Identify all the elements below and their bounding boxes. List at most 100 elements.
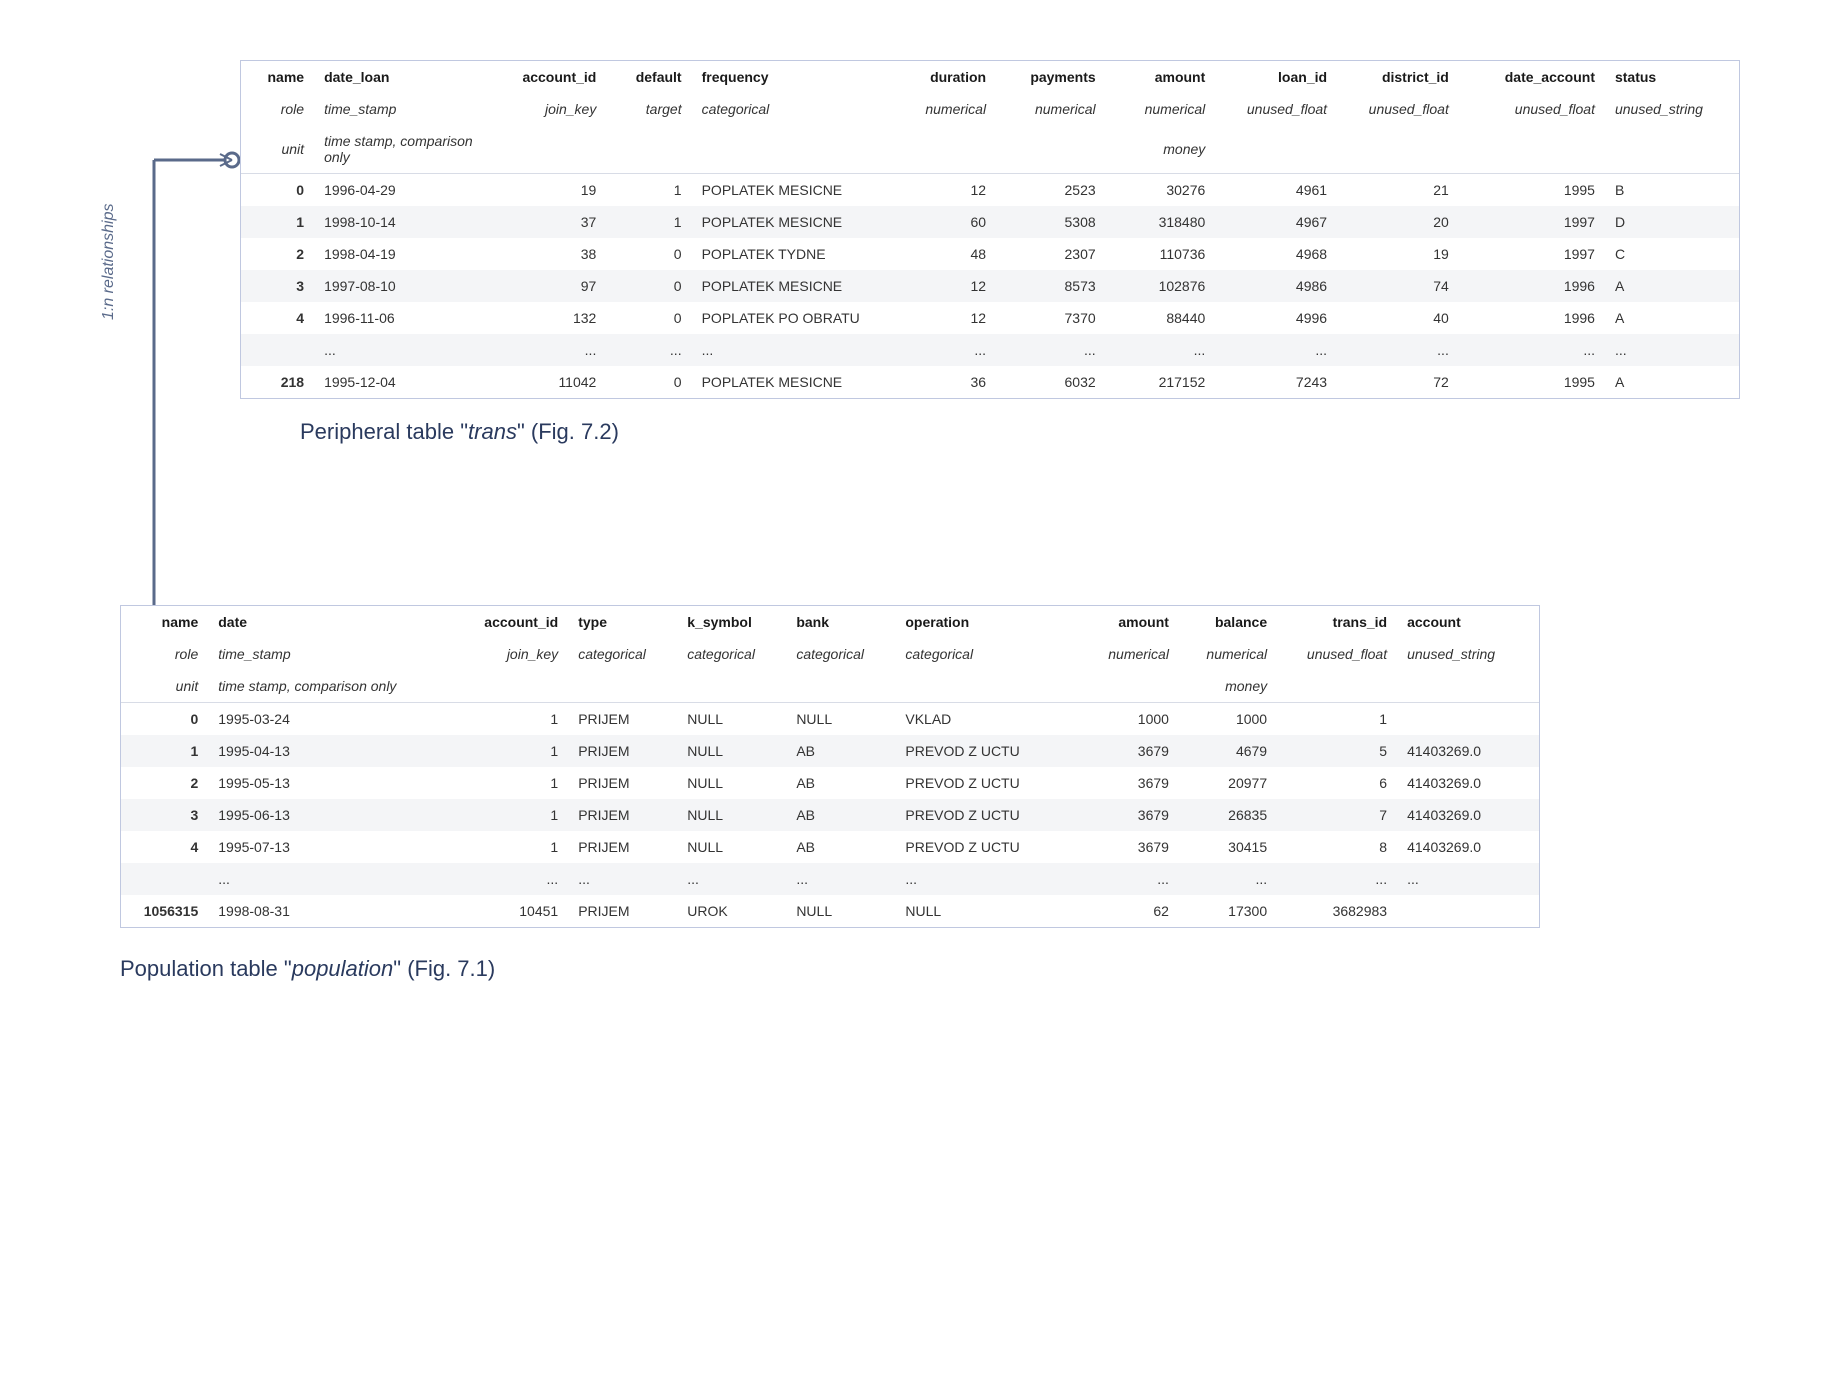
table-cell: ... (208, 863, 459, 895)
table-cell: 72 (1337, 366, 1459, 398)
table-cell: 1995 (1459, 366, 1605, 398)
table-cell: 12 (886, 302, 996, 334)
table-cell: PRIJEM (568, 767, 677, 799)
table-cell: 19 (1337, 238, 1459, 270)
table-cell: PRIJEM (568, 799, 677, 831)
table-row: 01996-04-29191POPLATEK MESICNE1225233027… (241, 174, 1739, 207)
table-cell: ... (1277, 863, 1397, 895)
table-cell: PRIJEM (568, 831, 677, 863)
column-unit (1081, 670, 1179, 703)
column-unit (786, 670, 895, 703)
table-cell: AB (786, 767, 895, 799)
table-row: 10563151998-08-3110451PRIJEMUROKNULLNULL… (121, 895, 1539, 927)
table-cell: NULL (677, 735, 786, 767)
table-row: .............................. (121, 863, 1539, 895)
table-cell: NULL (677, 831, 786, 863)
table-cell: AB (786, 831, 895, 863)
row-index: 1 (121, 735, 208, 767)
row-index: 3 (241, 270, 314, 302)
column-unit (677, 670, 786, 703)
column-unit (606, 125, 691, 174)
table-cell: 7370 (996, 302, 1106, 334)
column-header: account (1397, 606, 1539, 638)
column-role: categorical (786, 638, 895, 670)
table-cell: ... (459, 863, 568, 895)
table-cell: 110736 (1106, 238, 1216, 270)
table-cell: 1995-03-24 (208, 703, 459, 736)
caption-text: Population table " (120, 956, 292, 981)
row-index: 4 (241, 302, 314, 334)
table-cell: D (1605, 206, 1739, 238)
table-cell: 36 (886, 366, 996, 398)
table-cell: 4967 (1215, 206, 1337, 238)
column-role: time_stamp (314, 93, 485, 125)
table-cell: 1 (459, 799, 568, 831)
column-header: amount (1106, 61, 1216, 93)
table-cell: 1996-11-06 (314, 302, 485, 334)
row-index: 0 (121, 703, 208, 736)
table-cell: 19 (485, 174, 607, 207)
table-cell: 318480 (1106, 206, 1216, 238)
table-cell: PREVOD Z UCTU (895, 735, 1080, 767)
table-cell: ... (786, 863, 895, 895)
table-cell: 0 (606, 270, 691, 302)
table-cell: 30276 (1106, 174, 1216, 207)
column-header: account_id (459, 606, 568, 638)
population-table-block: namedateaccount_idtypek_symbolbankoperat… (120, 605, 1540, 928)
table-cell: POPLATEK MESICNE (692, 174, 887, 207)
table-cell: NULL (677, 799, 786, 831)
table-cell: 1 (459, 831, 568, 863)
caption-name: population (292, 956, 394, 981)
column-role: unused_string (1605, 93, 1739, 125)
column-header: default (606, 61, 691, 93)
table-cell: 132 (485, 302, 607, 334)
table-row: 11998-10-14371POPLATEK MESICNE6053083184… (241, 206, 1739, 238)
table-cell: 102876 (1106, 270, 1216, 302)
column-role: time_stamp (208, 638, 459, 670)
column-header: amount (1081, 606, 1179, 638)
table-cell: 97 (485, 270, 607, 302)
column-header: k_symbol (677, 606, 786, 638)
table-row: 31995-06-131PRIJEMNULLABPREVOD Z UCTU367… (121, 799, 1539, 831)
column-header: frequency (692, 61, 887, 93)
column-header: loan_id (1215, 61, 1337, 93)
table-cell: POPLATEK PO OBRATU (692, 302, 887, 334)
table-cell: 12 (886, 174, 996, 207)
table-cell: 12 (886, 270, 996, 302)
column-header: date (208, 606, 459, 638)
table-cell: ... (886, 334, 996, 366)
figure-container: 1:n relationships namedate_loanaccount_i… (60, 60, 1780, 982)
table-cell: 1000 (1179, 703, 1277, 736)
column-role: target (606, 93, 691, 125)
table-cell: 17300 (1179, 895, 1277, 927)
column-unit: time stamp, comparison only (314, 125, 485, 174)
column-unit (895, 670, 1080, 703)
column-role: numerical (1081, 638, 1179, 670)
table-cell: ... (1081, 863, 1179, 895)
table-cell: 20 (1337, 206, 1459, 238)
row-index (241, 334, 314, 366)
table-row: 2181995-12-04110420POPLATEK MESICNE36603… (241, 366, 1739, 398)
table-cell: 88440 (1106, 302, 1216, 334)
column-header: trans_id (1277, 606, 1397, 638)
column-role: numerical (1106, 93, 1216, 125)
table-cell: 6032 (996, 366, 1106, 398)
column-role: unused_string (1397, 638, 1539, 670)
column-header: date_loan (314, 61, 485, 93)
table-cell: 30415 (1179, 831, 1277, 863)
table-cell: 8 (1277, 831, 1397, 863)
table-cell: 3679 (1081, 831, 1179, 863)
table-cell: C (1605, 238, 1739, 270)
table-cell: ... (1459, 334, 1605, 366)
column-unit (1277, 670, 1397, 703)
table-cell: 41403269.0 (1397, 831, 1539, 863)
column-unit (1459, 125, 1605, 174)
column-unit: time stamp, comparison only (208, 670, 459, 703)
table-cell: 40 (1337, 302, 1459, 334)
table-row: 41995-07-131PRIJEMNULLABPREVOD Z UCTU367… (121, 831, 1539, 863)
table-cell: 2523 (996, 174, 1106, 207)
table-cell: 3682983 (1277, 895, 1397, 927)
table-cell: 1998-08-31 (208, 895, 459, 927)
column-header: bank (786, 606, 895, 638)
column-header: duration (886, 61, 996, 93)
